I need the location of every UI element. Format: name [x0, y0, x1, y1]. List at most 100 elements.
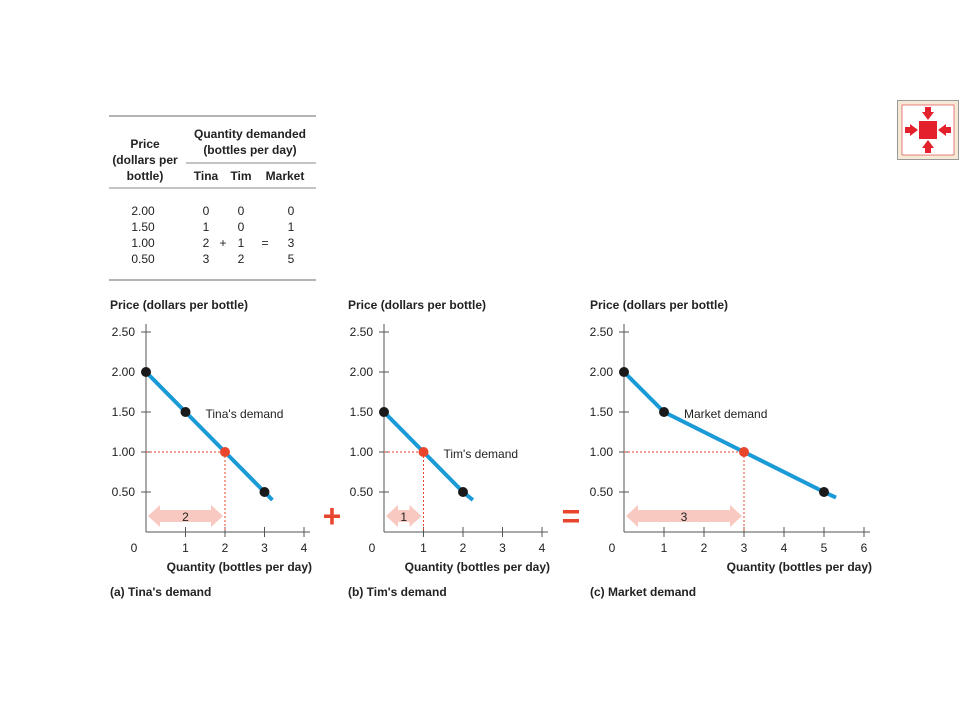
y-tick-label: 1.50: [112, 405, 136, 419]
data-point: [659, 407, 669, 417]
x-tick-label: 1: [182, 541, 189, 555]
x-tick-label: 2: [701, 541, 708, 555]
table-row: 1.50 1 0 1: [131, 220, 294, 234]
x-tick-label: 4: [539, 541, 546, 555]
quantity-arrow: [626, 505, 742, 527]
origin-label: 0: [609, 541, 616, 555]
chart-a: Price (dollars per bottle) 2.50 2.00 1.50 1.…: [110, 298, 312, 599]
row-tim: 0: [238, 220, 245, 234]
demand-curve-label: Market demand: [684, 407, 767, 421]
y-tick-label: 1.50: [350, 405, 374, 419]
highlight-point: [739, 447, 749, 457]
chart-b: Price (dollars per bottle) 2.50 2.00 1.50 1.…: [348, 298, 550, 599]
x-tick-label: 6: [861, 541, 868, 555]
qd-header-line-2: (bottles per day): [203, 143, 296, 157]
chart-caption: (b) Tim's demand: [348, 585, 447, 599]
expand-arrows-icon: [901, 104, 955, 156]
data-point: [141, 367, 151, 377]
chart-caption: (c) Market demand: [590, 585, 696, 599]
demand-curve: [382, 410, 475, 502]
row-price: 1.50: [131, 220, 155, 234]
row-plus-sign: +: [219, 236, 226, 250]
y-tick-label: 0.50: [350, 485, 374, 499]
x-tick-label: 2: [222, 541, 229, 555]
x-axis-label: Quantity (bottles per day): [405, 560, 550, 574]
y-tick-label: 0.50: [112, 485, 136, 499]
data-point: [458, 487, 468, 497]
y-tick-label: 2.50: [590, 325, 614, 339]
chart-c: Price (dollars per bottle) 2.50 2.00 1.50 1.…: [590, 298, 872, 599]
row-price: 2.00: [131, 204, 155, 218]
row-market: 3: [288, 236, 295, 250]
data-point: [180, 407, 191, 417]
row-tim: 2: [238, 252, 245, 266]
demand-curve-label: Tim's demand: [444, 447, 519, 461]
data-point: [819, 487, 829, 497]
row-tina: 3: [203, 252, 210, 266]
x-tick-label: 3: [499, 541, 506, 555]
y-tick-label: 1.50: [590, 405, 614, 419]
chart-caption: (a) Tina's demand: [110, 585, 211, 599]
row-tina: 1: [203, 220, 210, 234]
row-tina: 2: [203, 236, 210, 250]
table-row: 0.50 3 2 5: [131, 252, 294, 266]
x-tick-label: 4: [301, 541, 308, 555]
y-tick-label: 2.00: [112, 365, 136, 379]
plus-operator: +: [323, 498, 342, 534]
demand-curve: [622, 370, 837, 500]
row-market: 5: [288, 252, 295, 266]
x-axis-label: Quantity (bottles per day): [167, 560, 312, 574]
charts: Price (dollars per bottle) 2.50 2.00 1.50 1.…: [110, 298, 872, 599]
y-tick-label: 1.00: [350, 445, 374, 459]
highlight-point: [418, 447, 429, 457]
column-header-market: Market: [266, 169, 305, 183]
x-tick-label: 1: [420, 541, 427, 555]
quantity-arrow-label: 3: [681, 510, 688, 524]
demand-curve: [144, 370, 274, 502]
y-tick-label: 2.00: [350, 365, 374, 379]
data-point: [619, 367, 629, 377]
demand-schedule-table: Price (dollars per bottle) Quantity dema…: [109, 115, 316, 281]
x-tick-label: 4: [781, 541, 788, 555]
expand-button[interactable]: [897, 100, 959, 160]
y-tick-label: 0.50: [590, 485, 614, 499]
equals-operator: =: [562, 498, 581, 534]
table-row: 1.00 2 1 3 + =: [131, 236, 294, 250]
column-header-tina: Tina: [194, 169, 219, 183]
price-header-line-2: (dollars per: [112, 153, 178, 167]
table-row: 2.00 0 0 0: [131, 204, 294, 218]
table-rows: 2.00 0 0 0 1.50 1 0 1 1.00 2 1 3 + = 0.50 3 2 5: [131, 204, 294, 266]
row-market: 0: [288, 204, 295, 218]
y-axis-label: Price (dollars per bottle): [110, 298, 248, 312]
price-header-line-3: bottle): [127, 169, 164, 183]
y-tick-label: 2.00: [590, 365, 614, 379]
demand-curve-label: Tina's demand: [206, 407, 284, 421]
origin-label: 0: [131, 541, 138, 555]
y-tick-label: 1.00: [112, 445, 136, 459]
quantity-arrow: [386, 505, 422, 527]
y-tick-label: 2.50: [350, 325, 374, 339]
data-point: [259, 487, 270, 497]
data-point: [379, 407, 389, 417]
y-tick-label: 2.50: [112, 325, 136, 339]
row-price: 1.00: [131, 236, 155, 250]
quantity-arrow: [148, 505, 223, 527]
row-price: 0.50: [131, 252, 155, 266]
x-tick-label: 3: [261, 541, 268, 555]
x-axis-label: Quantity (bottles per day): [727, 560, 872, 574]
column-header-tim: Tim: [230, 169, 251, 183]
price-header-line-1: Price: [130, 137, 160, 151]
x-tick-label: 1: [661, 541, 668, 555]
row-equals-sign: =: [261, 236, 268, 250]
x-tick-label: 5: [821, 541, 828, 555]
quantity-arrow-label: 1: [400, 510, 407, 524]
x-tick-label: 3: [741, 541, 748, 555]
row-market: 1: [288, 220, 295, 234]
row-tina: 0: [203, 204, 210, 218]
origin-label: 0: [369, 541, 376, 555]
y-tick-label: 1.00: [590, 445, 614, 459]
x-tick-label: 2: [460, 541, 467, 555]
y-axis-label: Price (dollars per bottle): [348, 298, 486, 312]
y-axis-label: Price (dollars per bottle): [590, 298, 728, 312]
